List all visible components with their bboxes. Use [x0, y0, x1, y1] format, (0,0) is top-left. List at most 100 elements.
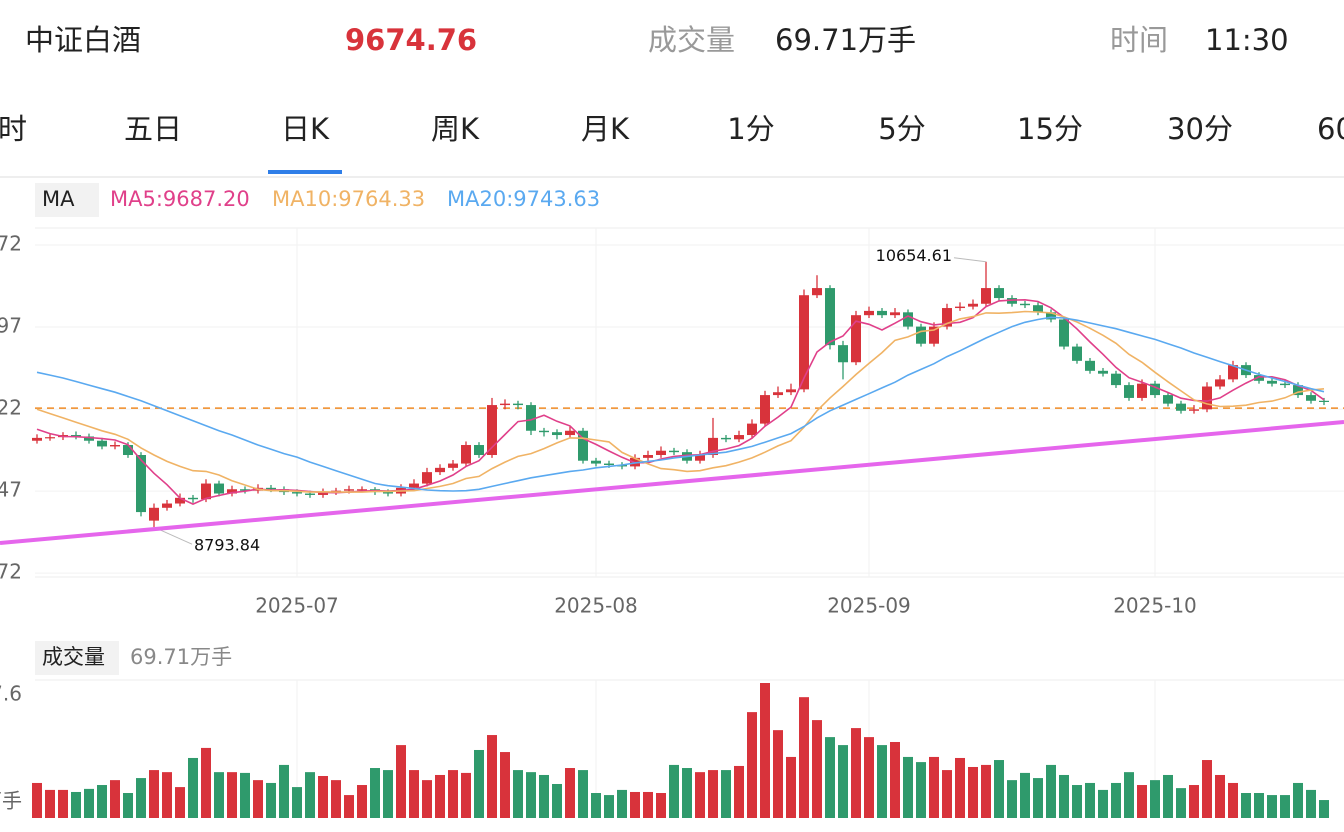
time: 11:30 — [1205, 23, 1289, 57]
tab[interactable]: 1分 — [727, 112, 774, 146]
candle-body — [45, 437, 55, 439]
volume-bar — [994, 760, 1004, 818]
candle-body — [214, 483, 224, 494]
candle-body — [500, 403, 510, 406]
candle-body — [383, 492, 393, 494]
volume-bar — [162, 772, 172, 818]
candle-body — [435, 467, 445, 473]
volume-bar — [604, 795, 614, 818]
ma-line — [36, 298, 1325, 505]
volume-bar — [877, 745, 887, 818]
volume-bar — [487, 735, 497, 818]
candle-body — [1150, 383, 1160, 396]
volume-bar — [1228, 782, 1238, 818]
candle-body — [994, 288, 1004, 299]
volume-bar — [318, 776, 328, 818]
tab[interactable]: 五日 — [124, 112, 182, 146]
volume-bar — [578, 770, 588, 818]
volume-bar — [812, 720, 822, 818]
volume-bar — [253, 780, 263, 818]
volume-bar — [240, 772, 250, 818]
volume-bar — [643, 791, 653, 818]
tab[interactable]: 30分 — [1167, 112, 1233, 146]
volume-bar — [968, 766, 978, 818]
candle-body — [1293, 385, 1303, 396]
legend-entry: MA20:9743.63 — [447, 187, 600, 211]
tab[interactable]: 周K — [431, 112, 480, 146]
volume-bar — [838, 745, 848, 818]
volume-bar — [1085, 782, 1095, 818]
volume-bar — [1241, 793, 1251, 818]
y-tick-label: 477.6 — [0, 681, 22, 705]
volume-bar — [1007, 780, 1017, 818]
volume-bar — [1098, 789, 1108, 818]
candle-body — [461, 445, 471, 464]
candle-body — [955, 306, 965, 309]
volume-bar — [214, 772, 224, 818]
volume-bar — [1046, 764, 1056, 818]
candle-body — [1033, 305, 1043, 313]
x-tick-label: 2025-10 — [1113, 594, 1197, 618]
candle-body — [357, 489, 367, 491]
candle-body — [32, 437, 42, 441]
tab[interactable]: 日K — [281, 112, 330, 146]
volume-bar — [747, 712, 757, 818]
candle-body — [838, 345, 848, 363]
volume-bar — [435, 774, 445, 818]
tab[interactable]: 分时 — [0, 112, 27, 146]
candle-body — [110, 445, 120, 447]
volume-bar — [1254, 793, 1264, 818]
volume-bar — [370, 768, 380, 818]
volume-bar — [552, 783, 562, 818]
volume-bar — [84, 788, 94, 818]
volume-bar — [695, 772, 705, 818]
candle-body — [1215, 379, 1225, 387]
volume-bar — [851, 728, 861, 818]
legend-title: MA — [42, 187, 75, 211]
volume-bar — [1163, 774, 1173, 818]
volume-bar — [955, 757, 965, 818]
volume-bar — [175, 787, 185, 818]
candle-body — [1163, 395, 1173, 404]
tab[interactable]: 15分 — [1017, 112, 1083, 146]
volume-bar — [981, 764, 991, 818]
volume-bar — [591, 793, 601, 818]
tab[interactable]: 月K — [581, 112, 630, 146]
volume-bar — [110, 780, 120, 818]
volume-bar — [1111, 782, 1121, 818]
candle-body — [565, 430, 575, 436]
candle-body — [1267, 380, 1277, 384]
volume-bar — [1215, 774, 1225, 818]
candle-body — [656, 450, 666, 456]
candle-body — [1137, 383, 1147, 398]
volume-bar — [1267, 795, 1277, 818]
candle-body — [318, 492, 328, 495]
tab[interactable]: 60分 — [1317, 112, 1344, 146]
y-tick-label: 9622 — [0, 396, 22, 420]
candle-body — [1280, 383, 1290, 386]
volume-bar — [396, 745, 406, 818]
volume-bar — [266, 782, 276, 818]
candle-body — [162, 503, 172, 508]
volume-bar — [526, 772, 536, 818]
volume-bar — [890, 741, 900, 818]
candle-body — [305, 493, 315, 495]
candle-body — [890, 312, 900, 316]
y-tick-label: 10772 — [0, 231, 22, 255]
candle-body — [695, 455, 705, 461]
candle-body — [188, 497, 198, 500]
volume-title-box — [35, 641, 119, 675]
volume-bar — [1124, 772, 1134, 818]
tab[interactable]: 5分 — [878, 112, 925, 146]
candle-body — [1046, 312, 1056, 320]
candle-body — [266, 487, 276, 490]
y-tick-label: 9047 — [0, 478, 22, 502]
volume-bar — [786, 756, 796, 818]
volume-bar — [1059, 774, 1069, 818]
price: 9674.76 — [345, 23, 477, 57]
candle-body — [825, 288, 835, 346]
legend-title-box — [35, 183, 99, 217]
volume-bar — [357, 785, 367, 818]
y-tick-label: 10197 — [0, 314, 22, 338]
